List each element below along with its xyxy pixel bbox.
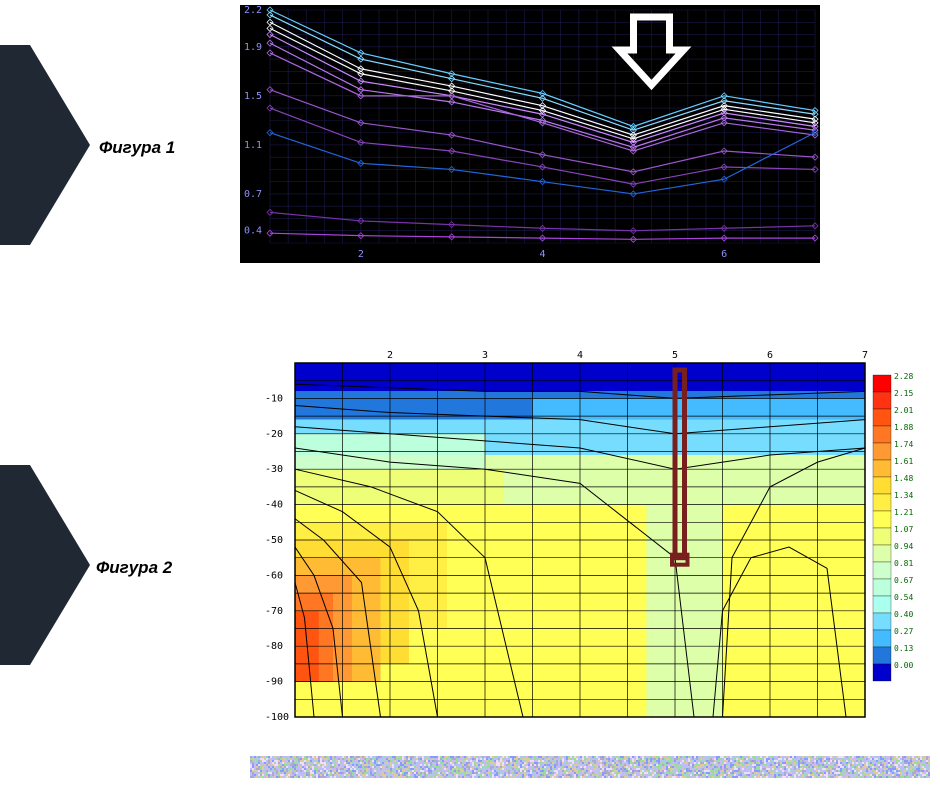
svg-text:0.4: 0.4 (244, 226, 262, 237)
svg-text:1.61: 1.61 (894, 457, 913, 466)
noise-strip (250, 756, 930, 778)
figure1-chart: 0.4 0.7 1.1 1.5 1.9 2.2 2 4 6 (240, 5, 820, 263)
svg-text:-70: -70 (265, 606, 283, 617)
svg-text:2: 2 (358, 249, 364, 260)
svg-text:-40: -40 (265, 500, 283, 511)
svg-text:6: 6 (721, 249, 727, 260)
svg-text:0.40: 0.40 (894, 610, 913, 619)
svg-text:0.13: 0.13 (894, 644, 913, 653)
svg-text:-60: -60 (265, 570, 283, 581)
chevron-polygon (0, 465, 90, 665)
figure2-chart: 2 3 4 5 6 7 -10 -20 -30 -40 -50 -60 -70 -80 -90 -100 2.2… (250, 345, 930, 725)
svg-text:0.67: 0.67 (894, 576, 913, 585)
svg-text:2.28: 2.28 (894, 372, 913, 381)
svg-text:-90: -90 (265, 677, 283, 688)
svg-text:7: 7 (862, 350, 868, 361)
svg-text:1.74: 1.74 (894, 440, 913, 449)
svg-text:0.54: 0.54 (894, 593, 913, 602)
svg-text:6: 6 (767, 350, 773, 361)
svg-text:1.21: 1.21 (894, 508, 913, 517)
svg-text:2: 2 (387, 350, 393, 361)
svg-text:1.34: 1.34 (894, 491, 913, 500)
svg-text:2.15: 2.15 (894, 389, 913, 398)
figure1-label: Фигура 1 (99, 138, 175, 158)
svg-text:1.1: 1.1 (244, 140, 262, 151)
svg-text:4: 4 (540, 249, 546, 260)
svg-text:0.94: 0.94 (894, 542, 913, 551)
svg-text:4: 4 (577, 350, 583, 361)
figure2-label: Фигура 2 (96, 558, 172, 578)
svg-text:0.81: 0.81 (894, 559, 913, 568)
svg-text:0.27: 0.27 (894, 627, 913, 636)
svg-text:-50: -50 (265, 535, 283, 546)
svg-text:-100: -100 (265, 712, 289, 723)
svg-text:2.2: 2.2 (244, 5, 262, 16)
chevron-polygon (0, 45, 90, 245)
svg-text:-30: -30 (265, 464, 283, 475)
svg-text:1.9: 1.9 (244, 42, 262, 53)
chevron-shape (0, 45, 90, 245)
svg-text:1.48: 1.48 (894, 474, 913, 483)
chevron-shape (0, 465, 90, 665)
svg-text:1.07: 1.07 (894, 525, 913, 534)
svg-text:-10: -10 (265, 393, 283, 404)
svg-text:1.5: 1.5 (244, 91, 262, 102)
svg-text:0.7: 0.7 (244, 189, 262, 200)
svg-text:0.00: 0.00 (894, 661, 913, 670)
svg-text:-20: -20 (265, 429, 283, 440)
svg-text:5: 5 (672, 350, 678, 361)
svg-text:3: 3 (482, 350, 488, 361)
svg-text:2.01: 2.01 (894, 406, 913, 415)
svg-text:-80: -80 (265, 641, 283, 652)
svg-text:1.88: 1.88 (894, 423, 913, 432)
